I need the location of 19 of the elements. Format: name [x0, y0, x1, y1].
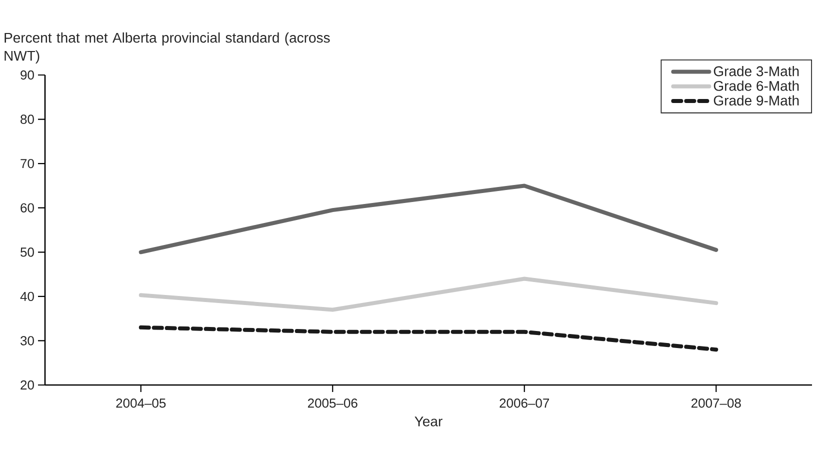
y-tick-label: 40	[20, 292, 34, 302]
y-tick-label: 30	[20, 336, 34, 346]
legend-label: Grade 9-Math	[714, 95, 799, 106]
y-tick-label: 50	[20, 248, 34, 257]
y-tick-label: 90	[20, 70, 34, 80]
x-axis-title: Year	[414, 416, 442, 426]
y-tick-label: 80	[20, 114, 34, 124]
y-axis-title: Percent that met Alberta provincial standard (across NWT)	[4, 32, 330, 64]
line-series	[138, 184, 718, 254]
legend-label: Grade 3-Math	[714, 66, 799, 76]
x-tick-label: 2006–07	[500, 398, 550, 408]
legend-label: Grade 6-Math	[714, 80, 799, 91]
y-tick-label: 20	[20, 380, 34, 390]
y-tick-label: 70	[20, 158, 34, 168]
line-series	[138, 276, 718, 312]
y-tick-label: 60	[20, 203, 34, 212]
x-tick-label: 2004–05	[116, 398, 166, 408]
x-tick-label: 2005–06	[308, 398, 358, 408]
x-tick-label: 2007–08	[691, 398, 741, 408]
